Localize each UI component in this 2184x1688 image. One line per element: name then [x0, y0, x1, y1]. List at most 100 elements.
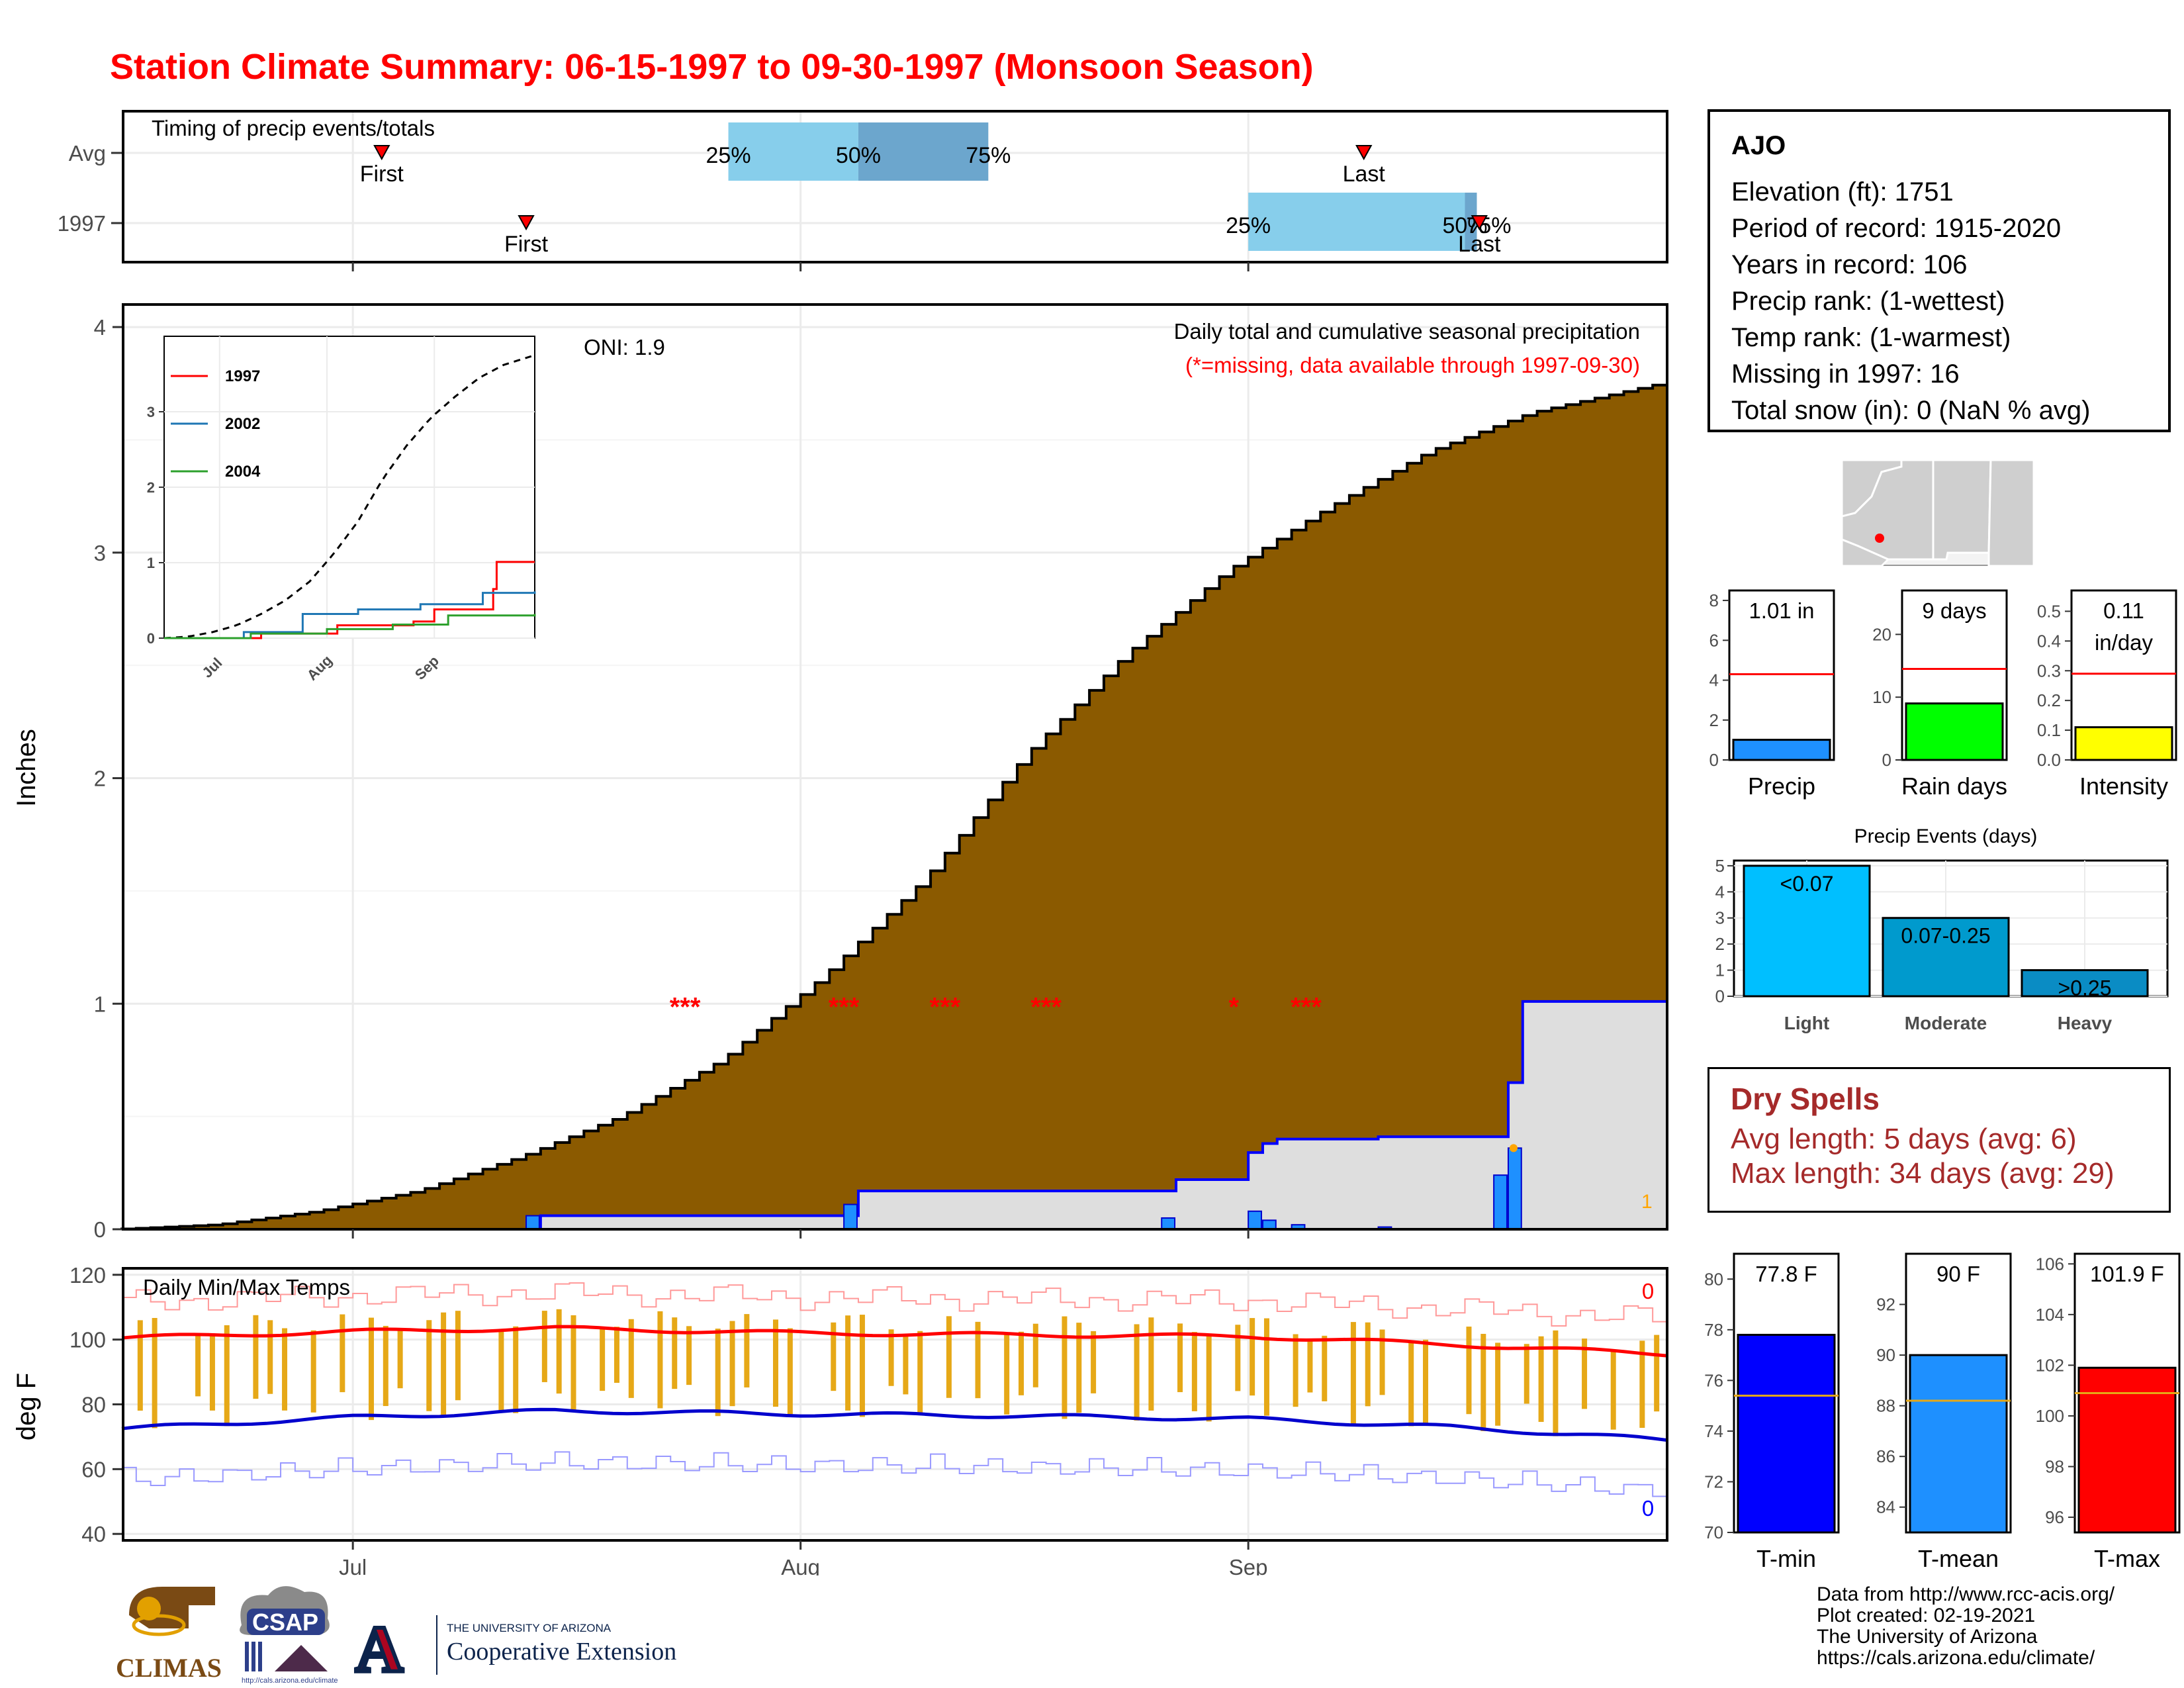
station-marker	[1875, 534, 1884, 543]
inset-y-tick: 1	[147, 555, 155, 571]
daily-temp-bar	[426, 1320, 432, 1411]
value-label: 0.11	[2103, 598, 2144, 623]
tick-label: 0.2	[2037, 690, 2061, 710]
daily-temp-bar	[310, 1330, 316, 1413]
daily-temp-bar	[975, 1321, 981, 1399]
inset-avg-line	[163, 355, 532, 639]
tick-label: 0	[1709, 750, 1719, 770]
tick-label: 96	[2045, 1507, 2064, 1527]
observed-cumulative-area	[122, 1001, 1667, 1229]
y-tick-label: 0	[94, 1217, 106, 1242]
daily-temp-bar	[672, 1317, 678, 1389]
row-label: Avg	[69, 141, 106, 165]
tick-label: 0.4	[2037, 631, 2061, 651]
precip-subtitle: (*=missing, data available through 1997-…	[1185, 353, 1640, 377]
event-range-label: >0.25	[2058, 976, 2112, 1000]
daily-temp-bar	[1191, 1332, 1197, 1411]
precip-frame	[122, 303, 1668, 1231]
daily-temp-bar	[831, 1322, 837, 1391]
p25-label: 25%	[1226, 213, 1271, 238]
event-category-label: Light	[1784, 1013, 1829, 1033]
temp-bars: 70 72 74 76 78 80 77.8 F T-min 84 86 88 90 92 90 F T-m…	[1681, 1238, 2184, 1582]
dry-spells-avg: Avg length: 5 days (avg: 6)	[1731, 1123, 2077, 1155]
summary-bars-chart: 0 2 4 6 8 1.01 in Precip 0 10 20 9 days Rain days 0.…	[1709, 589, 2177, 800]
tick-label: 0.3	[2037, 661, 2061, 680]
daily-temp-bar	[1654, 1335, 1660, 1412]
daily-temp-bar	[845, 1315, 851, 1411]
daily-temp-bar	[397, 1331, 403, 1389]
daily-temp-bar	[1379, 1329, 1385, 1395]
daily-temp-bar	[1322, 1335, 1328, 1401]
record-min-line	[122, 1451, 1668, 1497]
tick-label: 74	[1704, 1421, 1723, 1441]
daily-temp-bar	[686, 1326, 692, 1385]
daily-temp-bar	[224, 1325, 230, 1427]
precip-events-chart: Precip Events (days) 0 1 2 3 4 5 <0.07 Light 0.07…	[1715, 825, 2169, 1033]
tick-label: 92	[1876, 1295, 1895, 1315]
timing-title: Timing of precip events/totals	[152, 116, 435, 140]
event-range-label: <0.07	[1780, 872, 1834, 896]
inset-y-tick: 0	[147, 630, 155, 647]
daily-precip-bar	[525, 1215, 540, 1231]
dry-spells-box: Dry Spells Avg length: 5 days (avg: 6) M…	[1707, 1067, 2171, 1213]
avg-min-line	[121, 1407, 1668, 1442]
record-min-count: 0	[1642, 1496, 1654, 1521]
missing-marker: ***	[930, 992, 961, 1021]
daily-temp-bar	[570, 1315, 576, 1412]
last-marker-label: Last	[1343, 162, 1386, 187]
value-label: 101.9 F	[2090, 1262, 2164, 1286]
daily-temp-bar	[888, 1329, 894, 1386]
tick-label: 78	[1704, 1320, 1723, 1340]
daily-temp-bar	[282, 1328, 288, 1411]
daily-temp-bar	[715, 1329, 721, 1417]
bar-label: T-mean	[1918, 1545, 1999, 1572]
daily-temp-bar	[195, 1335, 201, 1397]
first-marker	[518, 215, 535, 231]
p50-label: 50%	[836, 143, 881, 168]
x-tick-label: Jul	[339, 1555, 367, 1575]
row-label: 1997	[58, 211, 106, 236]
precip-panel: 1 *** *** *** *** * *** Daily total and cumulat…	[0, 298, 1694, 1244]
tick-label: 84	[1876, 1497, 1895, 1517]
precip-title: Daily total and cumulative seasonal prec…	[1174, 319, 1640, 344]
page-title: Station Climate Summary: 06-15-1997 to 0…	[110, 47, 1314, 87]
station-line: Total snow (in): 0 (NaN % avg)	[1731, 396, 2091, 425]
daily-temp-bar	[1235, 1325, 1241, 1391]
x-tick-label: Aug	[781, 1555, 820, 1575]
event-category-label: Heavy	[2058, 1013, 2113, 1033]
bar-box	[1728, 589, 1835, 761]
tick-label: 8	[1709, 590, 1719, 610]
quartile-bar-50-75	[858, 122, 989, 181]
tick-label: 0.0	[2037, 750, 2061, 770]
daily-precip-bar	[1161, 1217, 1176, 1230]
summary-bar	[1909, 1354, 2008, 1534]
tick-label: 0	[1882, 750, 1891, 770]
daily-temp-bar	[1610, 1351, 1616, 1430]
tick-label: 0	[1715, 986, 1725, 1006]
daily-temp-bar	[1480, 1334, 1486, 1431]
daily-temp-bar	[441, 1312, 447, 1417]
station-name: AJO	[1731, 131, 1786, 160]
daily-temp-bar	[729, 1321, 735, 1407]
last-marker-label: Last	[1458, 232, 1501, 257]
event-category-label: Moderate	[1905, 1013, 1987, 1033]
inset-y-tick: 2	[147, 479, 155, 496]
tick-label: 10	[1872, 687, 1891, 707]
summary-bar	[1737, 1333, 1836, 1534]
tick-label: 3	[1715, 908, 1725, 928]
tick-label: 4	[1709, 671, 1719, 690]
daily-temp-bar	[1495, 1342, 1501, 1426]
daily-temp-bar	[267, 1320, 273, 1394]
station-line: Precip rank: (1-wettest)	[1731, 287, 2005, 316]
daily-temp-bar	[903, 1334, 909, 1395]
footer-credits: Data from http://www.rcc-acis.org/ Plot …	[1817, 1584, 2115, 1669]
station-line: Temp rank: (1-warmest)	[1731, 323, 2011, 352]
y-tick-label: 120	[69, 1263, 106, 1288]
daily-temp-bar	[1293, 1334, 1298, 1407]
avg-cumulative-line	[120, 383, 1668, 1231]
daily-temp-bar	[744, 1314, 750, 1387]
footer-line: The University of Arizona	[1817, 1626, 2038, 1648]
first-marker	[373, 145, 390, 161]
record-max-count: 0	[1642, 1279, 1654, 1303]
